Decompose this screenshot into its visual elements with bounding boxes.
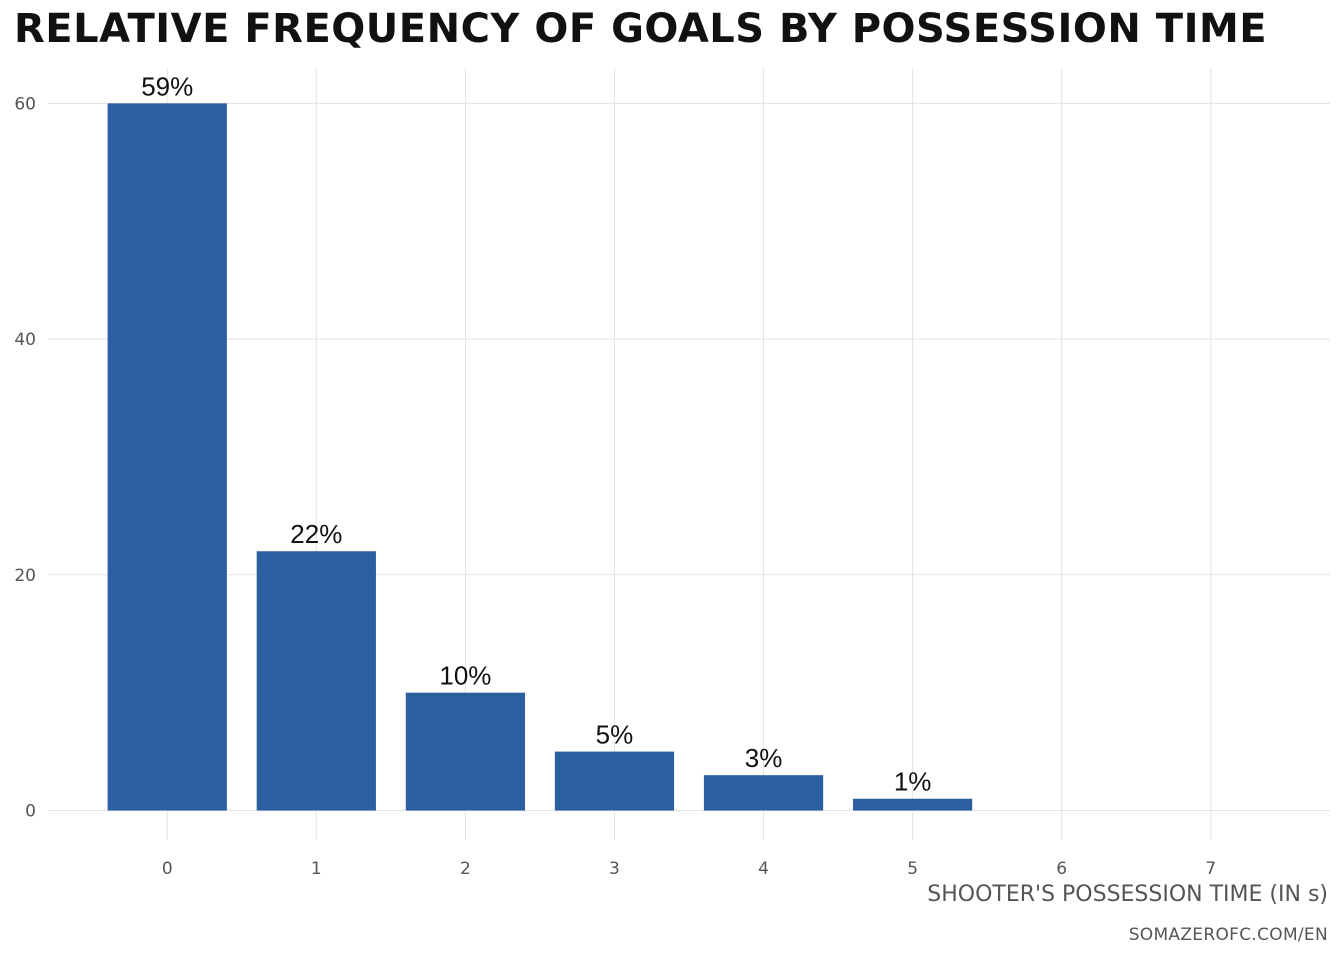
bar-0: [107, 103, 227, 811]
bar-5: [852, 798, 973, 811]
x-axis-label: SHOOTER'S POSSESSION TIME (IN s): [927, 882, 1328, 907]
data-label-3: 5%: [596, 720, 634, 750]
y-tick-label: 20: [14, 566, 36, 586]
bar-2: [405, 692, 526, 811]
data-label-2: 10%: [439, 661, 491, 691]
x-tick-label: 3: [609, 859, 620, 879]
bar-4: [703, 775, 824, 811]
chart-title: RELATIVE FREQUENCY OF GOALS BY POSSESSIO…: [14, 6, 1268, 52]
x-axis-ticks: 0 1 2 3 4 5 6 7: [162, 859, 1216, 879]
data-labels: 59% 22% 10% 5% 3% 1%: [141, 71, 931, 796]
source-caption: SOMAZEROFC.COM/EN: [1128, 925, 1328, 945]
data-label-5: 1%: [894, 767, 932, 797]
x-tick-label: 0: [162, 859, 173, 879]
x-tick-label: 6: [1056, 859, 1067, 879]
data-label-4: 3%: [745, 743, 783, 773]
bar-3: [554, 751, 675, 811]
y-axis-ticks: 0 20 40 60: [14, 94, 36, 821]
x-tick-label: 2: [460, 859, 471, 879]
x-tick-label: 7: [1205, 859, 1216, 879]
y-tick-label: 60: [14, 94, 36, 114]
data-label-0: 59%: [141, 71, 193, 101]
x-tick-label: 1: [311, 859, 322, 879]
y-tick-label: 0: [25, 802, 36, 822]
y-tick-label: 40: [14, 330, 36, 350]
x-tick-label: 5: [907, 859, 918, 879]
x-tick-label: 4: [758, 859, 769, 879]
bars: [107, 103, 973, 811]
bar-1: [256, 551, 376, 811]
grid-lines: [48, 68, 1330, 840]
data-label-1: 22%: [290, 519, 342, 549]
